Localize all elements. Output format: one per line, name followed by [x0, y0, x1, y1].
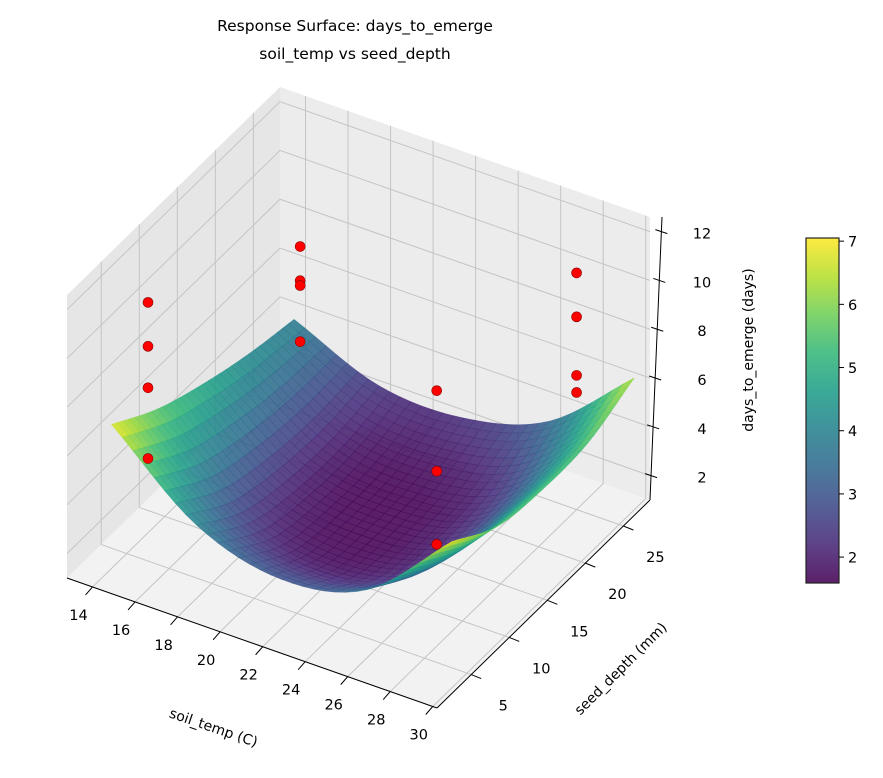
colorbar: 2 3 4 5 6 7 [805, 235, 857, 584]
z-axis-label: days_to_emerge (days) [741, 268, 757, 431]
chart-title: Response Surface: days_to_emerge [217, 17, 493, 36]
y-tick-label: 20 [608, 587, 626, 603]
z-tick [653, 277, 666, 283]
z-tick [649, 375, 662, 381]
data-point [142, 341, 154, 352]
x-tick-label: 22 [239, 668, 257, 684]
x-tick-label: 28 [367, 713, 385, 729]
x-gridline [389, 200, 604, 692]
x-tick-label: 30 [410, 728, 428, 744]
data-point [294, 336, 306, 347]
y-tick-label: 5 [499, 699, 508, 715]
data-point [142, 453, 154, 464]
z-tick [655, 229, 668, 235]
y-gridline [138, 224, 510, 638]
x-tick-label: 24 [282, 683, 300, 699]
data-point [431, 385, 443, 396]
x-tick [85, 586, 93, 596]
y-axis-line [436, 499, 651, 709]
x-tick [382, 691, 391, 700]
z-gridline [66, 198, 651, 408]
y-gridline [100, 261, 472, 676]
x-tick-label: 16 [112, 623, 130, 639]
data-point [571, 267, 582, 279]
x-tick [170, 616, 178, 626]
data-point [294, 280, 306, 291]
x-tick-label: 14 [69, 608, 87, 624]
x-tick [340, 676, 349, 685]
z-gridline [66, 149, 651, 359]
data-point [571, 311, 582, 323]
z-axis-line [649, 216, 663, 501]
colorbar-tick-label: 4 [848, 424, 857, 440]
x-tick [212, 631, 221, 641]
data-point [571, 387, 582, 398]
x-axis-line [66, 577, 438, 709]
data-point [431, 539, 443, 550]
data-point [142, 382, 154, 394]
z-gridline [66, 101, 651, 310]
x-axis-label: soil_temp (C) [167, 706, 260, 751]
colorbar-gradient [805, 237, 840, 584]
z-tick-label: 12 [693, 227, 711, 243]
colorbar-tick-label: 5 [848, 361, 857, 377]
z-tick [644, 473, 658, 479]
x-tick-label: 20 [197, 653, 215, 669]
z-tick-label: 10 [693, 275, 711, 291]
y-tick [547, 599, 558, 605]
x-tick [297, 661, 306, 671]
z-tick-label: 6 [697, 373, 706, 389]
scatter-points [142, 241, 582, 550]
data-point [571, 370, 582, 381]
colorbar-tick-label: 3 [848, 487, 857, 503]
z-tick [651, 326, 664, 332]
data-point [431, 465, 443, 477]
colorbar-tick-label: 6 [848, 298, 857, 314]
z-tick-label: 8 [697, 324, 706, 340]
x-tick [127, 601, 136, 611]
y-tick [471, 674, 482, 680]
x-gridline [432, 215, 647, 707]
data-point [294, 241, 306, 252]
y-tick-label: 25 [646, 550, 664, 566]
z-tick-label: 4 [697, 422, 706, 438]
y-tick [509, 636, 520, 642]
surface [111, 318, 635, 593]
x-tick [425, 706, 434, 715]
y-tick [585, 562, 596, 568]
y-tick [623, 525, 634, 531]
side-pane [67, 87, 280, 578]
y-tick-label: 15 [570, 624, 588, 640]
z-gridline [66, 247, 651, 457]
x-tick-label: 18 [154, 638, 172, 654]
z-tick [646, 424, 660, 430]
chart-subtitle: soil_temp vs seed_depth [259, 45, 450, 64]
colorbar-tick-label: 2 [848, 551, 857, 567]
colorbar-tick-label: 7 [848, 235, 857, 251]
surface-patch [440, 539, 458, 549]
x-tick [255, 646, 264, 656]
data-point [142, 297, 154, 308]
y-tick-label: 10 [532, 661, 550, 677]
z-tick-label: 2 [697, 471, 706, 487]
x-tick-label: 26 [324, 698, 342, 714]
